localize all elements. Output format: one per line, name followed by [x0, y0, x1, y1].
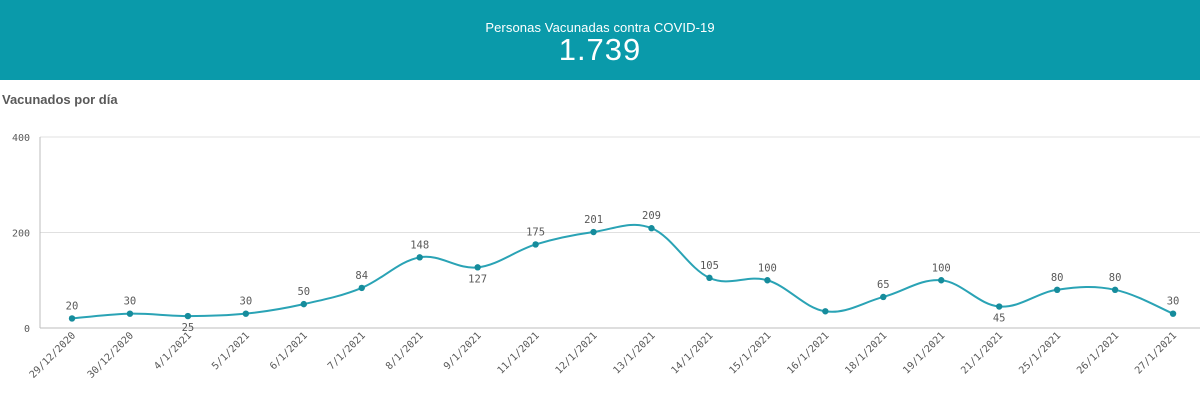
series-line — [71, 223, 1174, 320]
x-tick-label: 30/12/2020 — [86, 330, 136, 380]
data-point — [300, 300, 307, 308]
data-label: 65 — [877, 279, 890, 291]
data-label: 80 — [1051, 272, 1064, 284]
grid-layer — [40, 136, 1200, 329]
x-tick-label: 18/1/2021 — [843, 330, 889, 376]
data-point — [880, 293, 887, 301]
data-label: 30 — [124, 296, 137, 308]
data-label: 45 — [993, 313, 1006, 325]
x-tick-label: 29/12/2020 — [28, 330, 78, 380]
data-label: 127 — [468, 273, 487, 285]
x-tick-label: 13/1/2021 — [612, 330, 658, 376]
data-label: 30 — [240, 296, 253, 308]
data-point — [822, 308, 829, 315]
x-tick-label: 4/1/2021 — [152, 330, 194, 372]
data-point — [358, 284, 365, 292]
y-tick-label: 0 — [24, 324, 30, 335]
x-tick-label: 12/1/2021 — [554, 330, 600, 376]
x-tick-label: 21/1/2021 — [959, 330, 1005, 376]
x-tick-label: 19/1/2021 — [901, 330, 947, 376]
data-label: 20 — [66, 300, 79, 312]
data-point — [242, 310, 250, 317]
data-label: 100 — [758, 262, 777, 274]
data-point — [68, 315, 76, 322]
data-point — [1111, 286, 1119, 293]
data-point — [184, 312, 192, 320]
data-label: 100 — [932, 262, 951, 274]
x-tick-label: 14/1/2021 — [669, 330, 715, 376]
x-tick-label: 9/1/2021 — [442, 330, 484, 372]
data-point — [938, 277, 945, 284]
data-label: 84 — [355, 270, 368, 282]
x-tick-label: 8/1/2021 — [384, 330, 426, 372]
x-tick-label: 27/1/2021 — [1133, 330, 1179, 376]
data-point — [1169, 310, 1177, 317]
kpi-label: Personas Vacunadas contra COVID-19 — [485, 20, 715, 35]
x-tick-label: 26/1/2021 — [1075, 330, 1121, 376]
x-tick-label: 25/1/2021 — [1017, 330, 1063, 376]
data-point — [1053, 286, 1061, 293]
data-label: 80 — [1109, 272, 1122, 284]
kpi-banner: Personas Vacunadas contra COVID-19 1.739 — [0, 0, 1200, 80]
data-label: 148 — [410, 239, 429, 251]
x-tick-layer: 29/12/2020 30/12/2020 4/1/2021 5/1/2021 6/1/… — [28, 330, 1179, 380]
y-tick-label: 400 — [12, 133, 30, 144]
data-label: 25 — [182, 322, 195, 334]
x-tick-label: 6/1/2021 — [268, 330, 310, 372]
data-point — [416, 254, 423, 261]
x-tick-label: 11/1/2021 — [496, 330, 542, 376]
axis-layer: 0 200 400 — [12, 133, 41, 335]
y-tick-label: 200 — [12, 229, 30, 240]
chart-title: Vacunados por día — [2, 92, 118, 107]
data-label: 50 — [297, 286, 310, 298]
data-point — [126, 310, 134, 317]
data-label: 175 — [526, 226, 545, 238]
x-tick-label: 7/1/2021 — [326, 330, 368, 372]
kpi-value: 1.739 — [558, 32, 642, 67]
data-label: 105 — [700, 260, 719, 272]
data-label: 209 — [642, 210, 661, 222]
data-label: 201 — [584, 214, 603, 226]
line-layer — [71, 223, 1174, 320]
data-point — [474, 264, 481, 271]
x-tick-label: 16/1/2021 — [785, 330, 831, 376]
point-layer — [68, 225, 1177, 322]
x-tick-label: 5/1/2021 — [210, 330, 252, 372]
data-point — [590, 228, 597, 236]
data-label: 30 — [1167, 296, 1180, 308]
x-tick-label: 15/1/2021 — [727, 330, 773, 376]
data-point — [764, 277, 771, 284]
data-point — [532, 241, 539, 248]
data-point — [706, 274, 713, 282]
data-point — [648, 225, 655, 232]
label-layer: 20 30 25 30 50 84 148 127 175 201 209 105 100 65 100 45… — [66, 210, 1180, 334]
data-point — [996, 303, 1003, 310]
